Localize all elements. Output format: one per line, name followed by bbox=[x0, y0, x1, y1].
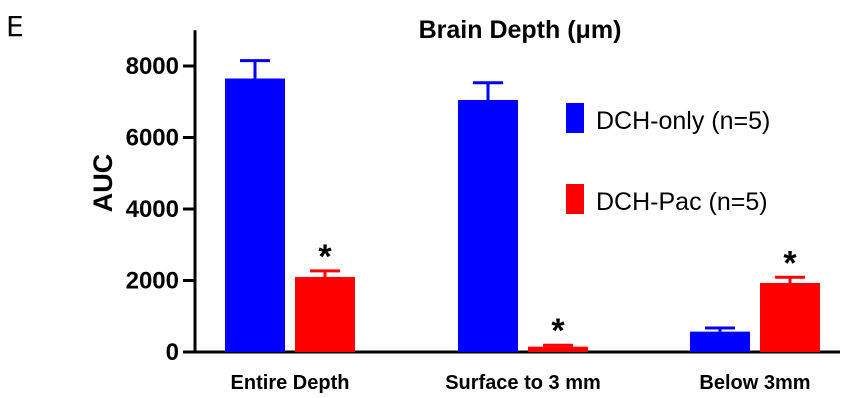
significance-marker: * bbox=[318, 238, 332, 276]
legend: DCH-only (n=5) DCH-Pac (n=5) bbox=[566, 103, 770, 216]
bar bbox=[760, 283, 820, 352]
bar bbox=[295, 276, 355, 352]
legend-swatch bbox=[566, 184, 584, 214]
y-axis-label: AUC bbox=[88, 154, 118, 213]
bar bbox=[225, 78, 285, 352]
legend-swatch bbox=[566, 103, 584, 133]
y-tick-label: 6000 bbox=[126, 125, 179, 152]
x-tick-label: Entire Depth bbox=[231, 372, 350, 394]
bar bbox=[528, 346, 588, 352]
x-tick-label: Below 3mm bbox=[699, 372, 810, 394]
bars: Entire Depth Surface to 3 mm Below 3mm * * * bbox=[225, 59, 820, 394]
bar bbox=[690, 331, 750, 352]
y-tick-label: 4000 bbox=[126, 196, 179, 223]
panel-letter: E bbox=[6, 10, 24, 43]
significance-marker: * bbox=[551, 312, 565, 350]
y-tick-label: 0 bbox=[166, 339, 179, 366]
chart-title: Brain Depth (μm) bbox=[419, 16, 622, 44]
legend-label: DCH-only (n=5) bbox=[596, 107, 770, 135]
bar bbox=[458, 99, 518, 353]
significance-marker: * bbox=[783, 244, 797, 282]
y-tick-label: 2000 bbox=[126, 268, 179, 295]
x-tick-label: Surface to 3 mm bbox=[445, 372, 601, 394]
legend-label: DCH-Pac (n=5) bbox=[596, 188, 768, 216]
y-tick-label: 8000 bbox=[126, 53, 179, 80]
